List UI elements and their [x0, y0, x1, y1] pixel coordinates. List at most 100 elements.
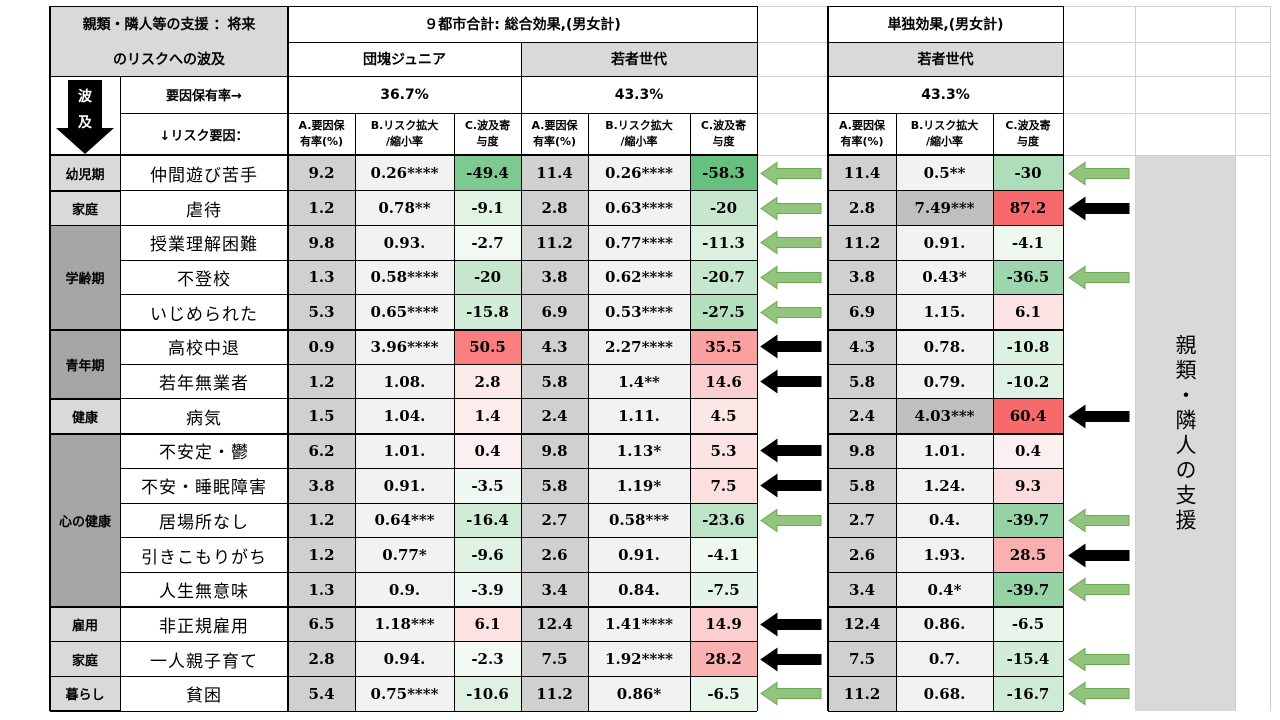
cohort-header: 若者世代 — [521, 42, 757, 76]
value-c: 35.5 — [690, 329, 757, 365]
column-header: C.波及寄 与度 — [700, 119, 747, 148]
value-a: 1.3 — [288, 260, 355, 295]
grid-line — [50, 328, 757, 331]
risk-factor: 貧困 — [186, 686, 222, 707]
value-a: 4.3 — [828, 329, 896, 365]
grid-line — [828, 5, 1063, 7]
stage-label: 青年期 — [50, 329, 120, 399]
value-c: -9.1 — [454, 190, 521, 226]
grid-line — [120, 259, 757, 261]
column-header: A.要因保 有率(%) — [298, 119, 345, 148]
value-b: 1.04. — [355, 398, 454, 434]
value-a: 11.4 — [521, 156, 588, 191]
value-a: 2.6 — [828, 537, 896, 573]
value-a: 7.5 — [521, 641, 588, 677]
value-c: -9.6 — [454, 537, 521, 573]
value-c: -15.4 — [993, 641, 1063, 677]
value-b: 0.26**** — [588, 156, 690, 191]
green-left-arrow-icon — [759, 156, 823, 191]
value-c: 87.2 — [993, 190, 1063, 226]
value-a: 11.2 — [828, 676, 896, 712]
cohort-header: 団塊ジュニア — [362, 52, 447, 68]
value-b: 0.62**** — [588, 260, 690, 295]
grid-line — [828, 190, 1063, 192]
value-b: 0.64*** — [355, 503, 454, 538]
value-b: 0.93. — [355, 225, 454, 261]
grid-line — [1234, 6, 1236, 712]
black-left-arrow-icon — [1067, 399, 1131, 434]
value-a: 4.3 — [521, 329, 588, 365]
green-left-arrow-icon — [1067, 260, 1131, 295]
grid-line — [828, 259, 1063, 261]
value-a: 1.2 — [288, 537, 355, 573]
rate-value: 43.3% — [921, 86, 970, 103]
value-a: 6.9 — [828, 294, 896, 330]
grid-line — [50, 75, 757, 77]
green-left-arrow-icon — [759, 677, 823, 712]
value-b: 1.93. — [896, 537, 993, 573]
value-c: 7.5 — [690, 468, 757, 503]
value-b: 0.86. — [896, 607, 993, 642]
value-b: 0.43* — [896, 260, 993, 295]
grid-line — [50, 397, 120, 400]
grid-line — [50, 606, 757, 609]
risk-factor: 若年無業者 — [159, 374, 249, 395]
value-c: 1.4 — [454, 398, 521, 434]
value-b: 1.13* — [588, 433, 690, 469]
value-c: -49.4 — [454, 156, 521, 191]
value-b: 1.15. — [896, 294, 993, 330]
value-b: 4.03*** — [896, 398, 993, 434]
grid-line — [354, 113, 356, 712]
column-header: B.リスク拡大/縮小率 — [605, 119, 673, 148]
value-c: -2.7 — [454, 225, 521, 261]
value-c: -2.3 — [454, 641, 521, 677]
grid-line — [120, 537, 757, 539]
black-left-arrow-icon — [1067, 191, 1131, 226]
value-a: 5.8 — [828, 364, 896, 399]
value-b: 0.94. — [355, 641, 454, 677]
value-c: -39.7 — [993, 503, 1063, 538]
grid-line — [50, 224, 120, 226]
value-b: 7.49*** — [896, 190, 993, 226]
grid-line — [992, 113, 994, 712]
grid-line — [50, 432, 757, 435]
value-a: 2.8 — [521, 190, 588, 226]
grid-line — [828, 641, 1063, 643]
green-left-arrow-icon — [1067, 156, 1131, 191]
value-a: 5.8 — [521, 364, 588, 399]
value-b: 1.41**** — [588, 607, 690, 642]
value-c: 60.4 — [993, 398, 1063, 434]
value-a: 2.7 — [521, 503, 588, 538]
value-a: 2.4 — [521, 398, 588, 434]
value-a: 11.2 — [828, 225, 896, 261]
value-c: -10.6 — [454, 676, 521, 712]
grid-line — [587, 113, 589, 712]
green-left-arrow-icon — [1067, 642, 1131, 677]
green-left-arrow-icon — [759, 191, 823, 226]
value-b: 0.86* — [588, 676, 690, 712]
green-left-arrow-icon — [759, 295, 823, 330]
grid-line — [828, 571, 1063, 573]
stage-label: 家庭 — [50, 641, 120, 677]
grid-line — [828, 432, 1063, 435]
grid-line — [828, 363, 1063, 365]
grid-line — [119, 76, 121, 712]
green-left-arrow-icon — [759, 225, 823, 260]
grid-line — [120, 467, 757, 469]
green-left-arrow-icon — [759, 503, 823, 538]
value-b: 2.27**** — [588, 329, 690, 365]
value-a: 0.9 — [288, 329, 355, 365]
value-a: 1.2 — [288, 190, 355, 226]
grid-line — [828, 710, 1063, 712]
grid-line — [50, 676, 120, 677]
grid-line — [50, 5, 757, 7]
value-b: 0.65**** — [355, 294, 454, 330]
value-c: -4.1 — [690, 537, 757, 573]
green-left-arrow-icon — [1067, 503, 1131, 538]
value-a: 5.8 — [521, 468, 588, 503]
value-a: 1.2 — [288, 503, 355, 538]
group-total-header: ９都市合計: 総合効果,(男女計) — [424, 17, 621, 33]
value-b: 0.79. — [896, 364, 993, 399]
value-b: 0.78. — [896, 329, 993, 365]
grid-line — [120, 112, 757, 114]
